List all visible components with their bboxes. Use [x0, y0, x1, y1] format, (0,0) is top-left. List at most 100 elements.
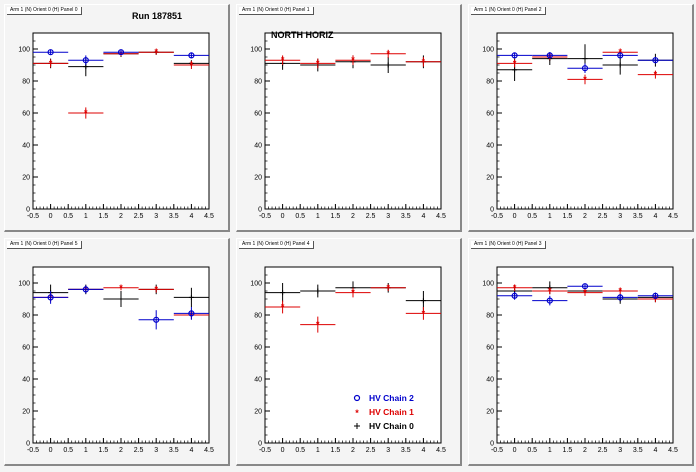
data-point: * [422, 57, 426, 67]
pad-title: Arm 1 (N) Orient 0 (H) Panel 2 [471, 7, 546, 15]
x-tick-label: 2 [119, 447, 123, 454]
data-point: * [154, 284, 158, 294]
chart-pad-2: Arm 1 (N) Orient 0 (H) Panel 2 -0.5 0 0.5 1 1… [468, 4, 694, 232]
data-point [117, 49, 125, 56]
y-tick-label: 40 [22, 377, 30, 384]
pad-title: Arm 1 (N) Orient 0 (H) Panel 1 [239, 7, 314, 15]
data-point [153, 316, 160, 323]
x-tick-label: 3.5 [401, 213, 411, 220]
chart-pad-4: Arm 1 (N) Orient 0 (H) Panel 4 -0.5 0 0.5 1 1… [236, 238, 462, 466]
x-tick-label: 3 [386, 447, 390, 454]
x-tick-label: 1 [316, 447, 320, 454]
y-tick-label: 40 [254, 143, 262, 150]
x-tick-label: 0.5 [527, 447, 537, 454]
x-tick-label: 2.5 [134, 447, 144, 454]
x-tick-label: 4 [421, 213, 425, 220]
data-point [617, 52, 624, 59]
pad-title: Arm 1 (N) Orient 0 (H) Panel 3 [471, 241, 546, 249]
x-tick-label: 1 [316, 213, 320, 220]
x-tick-label: 0 [281, 447, 285, 454]
data-point: * [316, 58, 320, 68]
x-tick-label: 0.5 [63, 447, 73, 454]
y-tick-label: 0 [490, 207, 494, 214]
data-point: * [583, 74, 587, 84]
legend-marker [353, 394, 361, 402]
data-point [546, 52, 553, 59]
pad-title: Arm 1 (N) Orient 0 (H) Panel 0 [7, 7, 82, 15]
x-tick-label: 4.5 [668, 213, 678, 220]
data-point: * [386, 283, 390, 293]
y-tick-label: 80 [486, 313, 494, 320]
y-tick-label: 80 [486, 79, 494, 86]
y-tick-label: 80 [254, 79, 262, 86]
x-tick-label: 3.5 [401, 447, 411, 454]
data-point [546, 297, 553, 304]
data-point: * [49, 58, 53, 68]
x-tick-label: 4.5 [204, 447, 214, 454]
y-tick-label: 40 [254, 377, 262, 384]
data-point [581, 65, 589, 72]
y-tick-label: 100 [250, 281, 262, 288]
data-point: * [84, 108, 88, 118]
y-tick-label: 0 [26, 441, 30, 448]
y-tick-label: 40 [486, 377, 494, 384]
x-tick-label: 2 [351, 213, 355, 220]
x-tick-label: 0.5 [527, 213, 537, 220]
legend-label: HV Chain 2 [369, 393, 414, 403]
data-point: * [351, 288, 355, 298]
data-point [47, 294, 54, 301]
y-tick-label: 60 [486, 111, 494, 118]
x-tick-label: -0.5 [27, 213, 39, 220]
data-point [82, 286, 89, 293]
data-point: * [583, 288, 587, 298]
data-point: * [154, 47, 158, 57]
panel-label: NORTH HORIZ [271, 30, 334, 40]
x-tick-label: 4.5 [436, 447, 446, 454]
x-tick-label: 0.5 [295, 213, 305, 220]
y-tick-label: 60 [22, 345, 30, 352]
data-point: * [316, 320, 320, 330]
y-tick-label: 20 [22, 409, 30, 416]
x-tick-label: 2.5 [598, 213, 608, 220]
y-tick-label: 60 [486, 345, 494, 352]
legend-marker: * [355, 408, 359, 418]
y-tick-label: 100 [482, 281, 494, 288]
y-tick-label: 20 [254, 175, 262, 182]
x-tick-label: -0.5 [259, 447, 271, 454]
y-tick-label: 100 [482, 47, 494, 54]
y-tick-label: 0 [26, 207, 30, 214]
y-tick-label: 80 [254, 313, 262, 320]
x-tick-label: -0.5 [491, 447, 503, 454]
x-tick-label: 1.5 [563, 447, 573, 454]
y-tick-label: 60 [254, 345, 262, 352]
x-tick-label: 1.5 [563, 213, 573, 220]
y-tick-label: 60 [22, 111, 30, 118]
data-point: * [618, 47, 622, 57]
x-tick-label: 4 [653, 447, 657, 454]
y-tick-label: 40 [486, 143, 494, 150]
y-tick-label: 20 [486, 175, 494, 182]
x-tick-label: 3 [154, 213, 158, 220]
x-tick-label: 4.5 [204, 213, 214, 220]
y-tick-label: 20 [254, 409, 262, 416]
x-tick-label: -0.5 [491, 213, 503, 220]
data-point [188, 52, 195, 59]
y-tick-label: 80 [22, 79, 30, 86]
series-hv-chain-1: * * * * * [265, 283, 441, 333]
x-tick-label: 3 [154, 447, 158, 454]
x-tick-label: 0 [513, 213, 517, 220]
x-tick-label: 4 [189, 213, 193, 220]
data-point: * [513, 58, 517, 68]
x-tick-label: 0 [49, 447, 53, 454]
series-hv-chain-2 [33, 285, 209, 330]
data-point: * [654, 70, 658, 80]
series-hv-chain-2 [497, 283, 673, 306]
x-tick-label: 2 [119, 213, 123, 220]
chart-svg: -0.500.511.522.533.544.5020406080100****… [18, 266, 214, 454]
y-tick-label: 0 [490, 441, 494, 448]
x-tick-label: 0 [49, 213, 53, 220]
x-tick-label: 3.5 [169, 213, 179, 220]
x-tick-label: 3 [386, 213, 390, 220]
